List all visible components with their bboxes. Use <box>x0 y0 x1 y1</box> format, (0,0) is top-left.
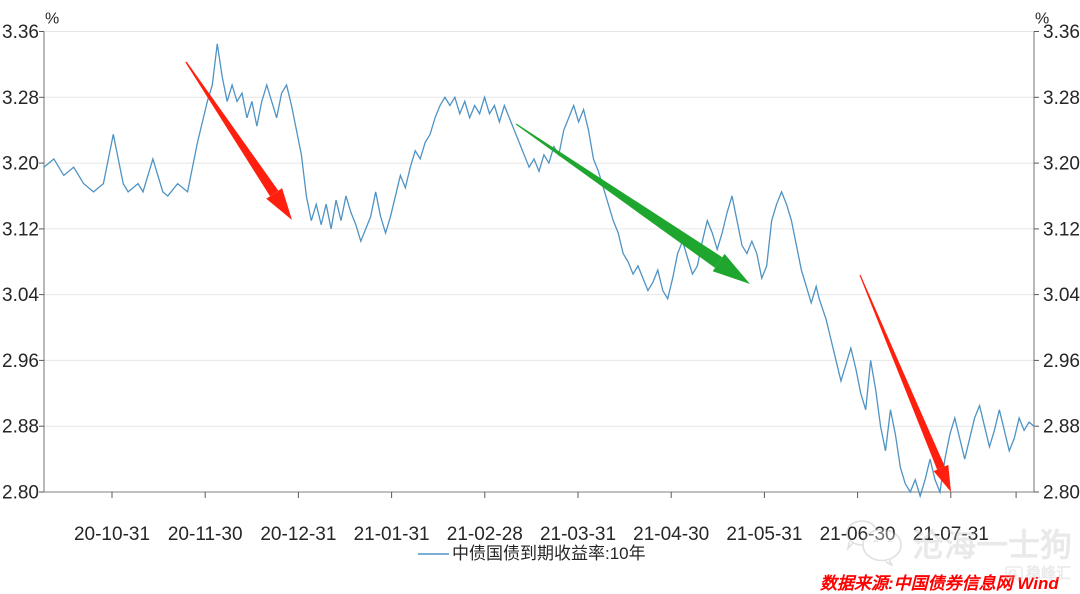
svg-text:数据来源:中国债券信息网 Wind: 数据来源:中国债券信息网 Wind <box>820 574 1059 593</box>
svg-text:3.36: 3.36 <box>1043 22 1080 43</box>
svg-text:20-11-30: 20-11-30 <box>168 524 243 545</box>
svg-text:2.96: 2.96 <box>2 351 39 372</box>
svg-text:沧海一士狗: 沧海一士狗 <box>912 527 1072 563</box>
svg-text:3.20: 3.20 <box>1043 154 1080 175</box>
svg-text:21-03-31: 21-03-31 <box>540 524 616 545</box>
svg-text:3.04: 3.04 <box>2 285 39 306</box>
svg-text:%: % <box>45 11 59 28</box>
svg-text:21-05-31: 21-05-31 <box>726 524 802 545</box>
svg-text:2.80: 2.80 <box>2 483 39 504</box>
svg-text:3.28: 3.28 <box>1043 88 1080 109</box>
svg-text:2.96: 2.96 <box>1043 351 1080 372</box>
svg-text:21-01-31: 21-01-31 <box>354 524 430 545</box>
svg-text:3.20: 3.20 <box>2 154 39 175</box>
svg-text:21-02-28: 21-02-28 <box>447 524 523 545</box>
svg-text:中债国债到期收益率:10年: 中债国债到期收益率:10年 <box>452 544 646 563</box>
svg-text:21-04-30: 21-04-30 <box>633 524 709 545</box>
svg-text:20-12-31: 20-12-31 <box>260 524 336 545</box>
svg-text:2.88: 2.88 <box>2 417 39 438</box>
svg-text:3.28: 3.28 <box>2 88 39 109</box>
svg-text:稳峰汇: 稳峰汇 <box>1026 564 1071 582</box>
svg-text:20-10-31: 20-10-31 <box>74 524 150 545</box>
svg-text:G: G <box>1008 567 1017 581</box>
svg-text:3.04: 3.04 <box>1043 285 1080 306</box>
svg-text:2.80: 2.80 <box>1043 483 1080 504</box>
svg-text:3.36: 3.36 <box>2 22 39 43</box>
svg-text:3.12: 3.12 <box>1043 219 1080 240</box>
svg-text:2.88: 2.88 <box>1043 417 1080 438</box>
svg-text:3.12: 3.12 <box>2 219 39 240</box>
